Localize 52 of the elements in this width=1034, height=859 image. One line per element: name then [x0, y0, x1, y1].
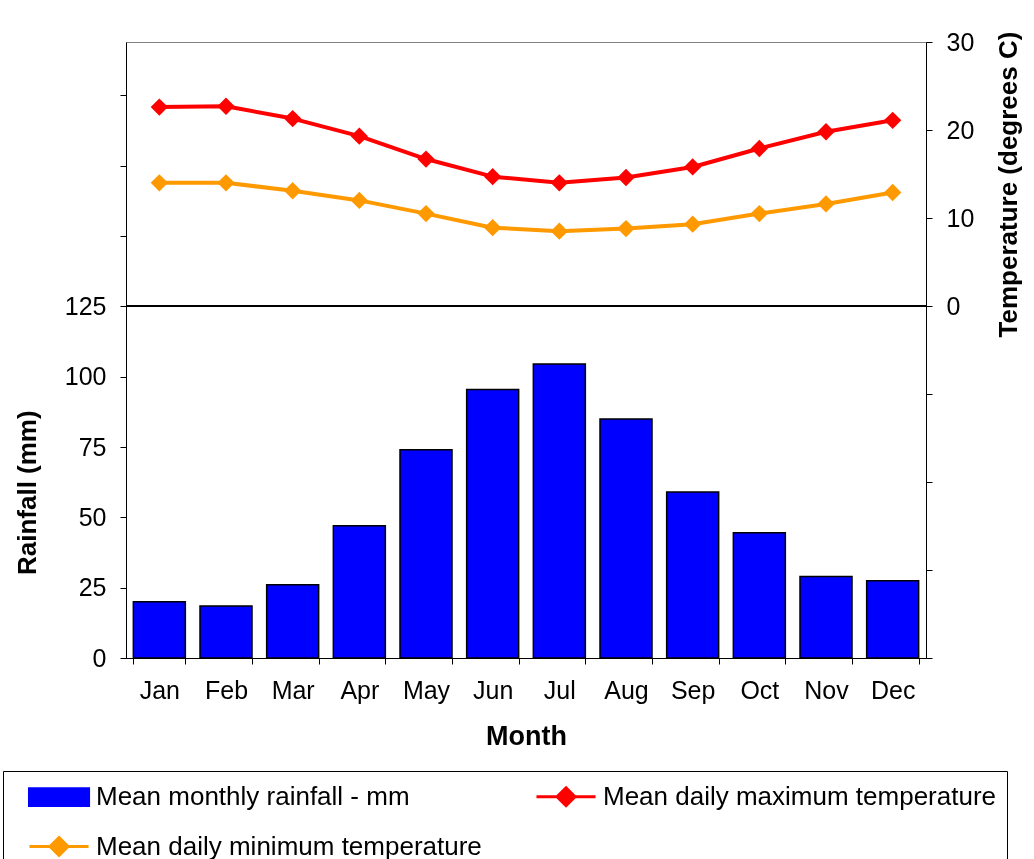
point [417, 150, 435, 168]
y-tick-label: 50 [78, 502, 107, 531]
legend-label: Mean daily minimum temperature [96, 830, 482, 859]
point [484, 219, 502, 237]
x-tick-label: Mar [271, 675, 315, 704]
point [350, 191, 368, 210]
x-tick-label: Aug [604, 675, 649, 704]
y2-tick-label: 20 [946, 115, 975, 144]
x-tick-label: Jun [473, 675, 514, 704]
point [750, 204, 768, 223]
point [884, 111, 902, 129]
point [217, 174, 235, 192]
x-tick-label: Sep [670, 675, 716, 704]
y2-tick-label: 0 [946, 291, 961, 320]
x-tick-label: Jan [139, 675, 180, 704]
y-tick-label: 0 [92, 643, 107, 672]
y2-tick-label: 30 [946, 27, 975, 56]
y-tick-label: 75 [78, 432, 107, 461]
y-tick-label: 125 [64, 291, 107, 320]
x-axis-title: Month [486, 720, 567, 751]
point [550, 222, 568, 240]
x-tick-label: Apr [340, 675, 380, 704]
x-tick-label: May [402, 675, 451, 704]
point [217, 97, 235, 115]
point [817, 123, 835, 141]
point [550, 174, 568, 192]
x-tick-label: Nov [804, 675, 850, 704]
point [484, 167, 502, 186]
point [284, 182, 302, 200]
x-tick-label: Dec [870, 675, 916, 704]
legend-label: Mean monthly rainfall - mm [96, 781, 410, 812]
y-axis-title: Rainfall (mm) [11, 410, 42, 576]
point [617, 219, 635, 238]
point [350, 127, 368, 145]
x-tick-label: Oct [740, 675, 780, 704]
y2-tick-label: 10 [946, 203, 975, 232]
point [750, 139, 768, 158]
y-tick-label: 100 [64, 362, 107, 391]
y-tick-label: 25 [78, 573, 107, 602]
point [684, 158, 702, 176]
point [684, 215, 702, 233]
x-tick-label: Jul [543, 675, 576, 704]
point [817, 195, 835, 213]
legend-label: Mean daily maximum temperature [603, 780, 997, 811]
point [417, 204, 435, 223]
point [617, 168, 635, 187]
point [150, 174, 168, 192]
point [150, 98, 168, 116]
point [884, 183, 902, 202]
y2-axis-title: Temperature (degrees C) [992, 31, 1023, 338]
x-tick-label: Feb [204, 675, 249, 704]
point [284, 109, 302, 128]
